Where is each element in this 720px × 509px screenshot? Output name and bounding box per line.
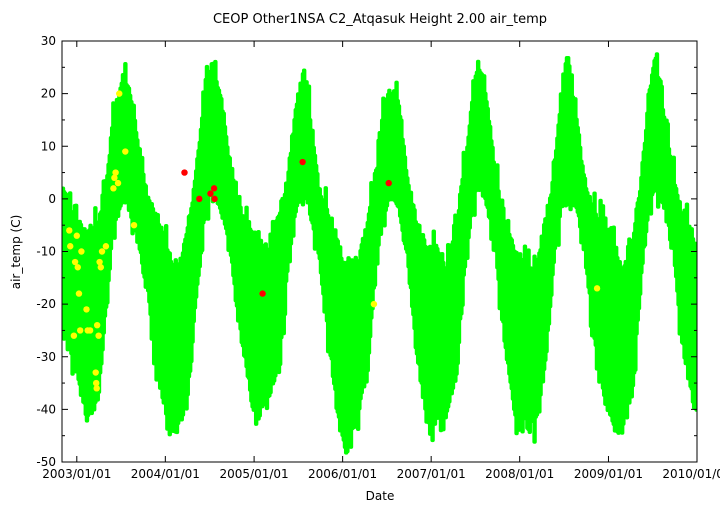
- red-data-point: [181, 169, 188, 176]
- yellow-data-point: [111, 174, 118, 182]
- yellow-data-point: [70, 332, 78, 339]
- yellow-data-point: [76, 327, 84, 334]
- x-tick-label: 2004/01/01: [131, 467, 200, 481]
- y-tick-label: -50: [36, 455, 56, 469]
- yellow-data-point: [112, 169, 119, 176]
- yellow-data-point: [93, 385, 100, 392]
- red-data-point: [211, 195, 218, 203]
- yellow-data-point: [114, 179, 122, 187]
- x-tick-label: 2008/01/01: [485, 467, 554, 481]
- series-yellow-points: [66, 90, 601, 392]
- green-data-mark: [694, 269, 697, 412]
- red-data-point: [196, 195, 203, 203]
- yellow-data-point: [93, 321, 101, 329]
- y-axis-label: air_temp (C): [9, 215, 23, 290]
- x-tick-label: 2009/01/01: [574, 467, 643, 481]
- x-tick-label: 2006/01/01: [308, 467, 377, 481]
- red-data-point: [210, 185, 218, 192]
- x-axis-label: Date: [366, 489, 395, 503]
- red-data-point: [385, 179, 392, 187]
- yellow-data-point: [130, 221, 138, 229]
- y-tick-label: 10: [41, 139, 56, 153]
- yellow-data-point: [116, 90, 123, 97]
- yellow-data-point: [92, 369, 99, 376]
- y-tick-label: -20: [36, 297, 56, 311]
- x-tick-label: 2005/01/01: [220, 467, 289, 481]
- yellow-data-point: [71, 258, 79, 266]
- yellow-data-point: [86, 327, 94, 334]
- yellow-data-point: [74, 264, 81, 271]
- yellow-data-point: [75, 290, 83, 297]
- yellow-data-point: [593, 285, 601, 292]
- yellow-data-point: [98, 248, 106, 255]
- yellow-data-point: [122, 148, 129, 155]
- plot-area: [62, 52, 697, 455]
- yellow-data-point: [92, 379, 100, 387]
- yellow-data-point: [83, 306, 90, 313]
- yellow-data-point: [97, 264, 105, 271]
- y-tick-label: 30: [41, 34, 56, 48]
- red-data-point: [299, 158, 306, 166]
- x-tick-label: 2007/01/01: [397, 467, 466, 481]
- yellow-data-point: [370, 300, 378, 308]
- red-data-point: [259, 290, 266, 297]
- yellow-data-point: [110, 185, 117, 192]
- x-tick-label: 2010/01/01: [662, 467, 720, 481]
- yellow-data-point: [67, 243, 74, 250]
- yellow-data-point: [78, 248, 85, 255]
- y-tick-label: -10: [36, 245, 56, 259]
- red-data-point: [207, 190, 214, 197]
- y-tick-label: -40: [36, 402, 56, 416]
- yellow-data-point: [96, 258, 103, 266]
- y-tick-label: 20: [41, 87, 56, 101]
- series-red-points: [181, 158, 392, 297]
- yellow-data-point: [66, 227, 73, 234]
- yellow-data-point: [73, 232, 80, 239]
- yellow-data-point: [95, 332, 102, 339]
- y-tick-label: -30: [36, 350, 56, 364]
- x-tick-label: 2003/01/01: [42, 467, 111, 481]
- yellow-data-point: [102, 243, 110, 250]
- y-tick-label: 0: [48, 192, 56, 206]
- chart-title: CEOP Other1NSA C2_Atqasuk Height 2.00 ai…: [213, 12, 547, 27]
